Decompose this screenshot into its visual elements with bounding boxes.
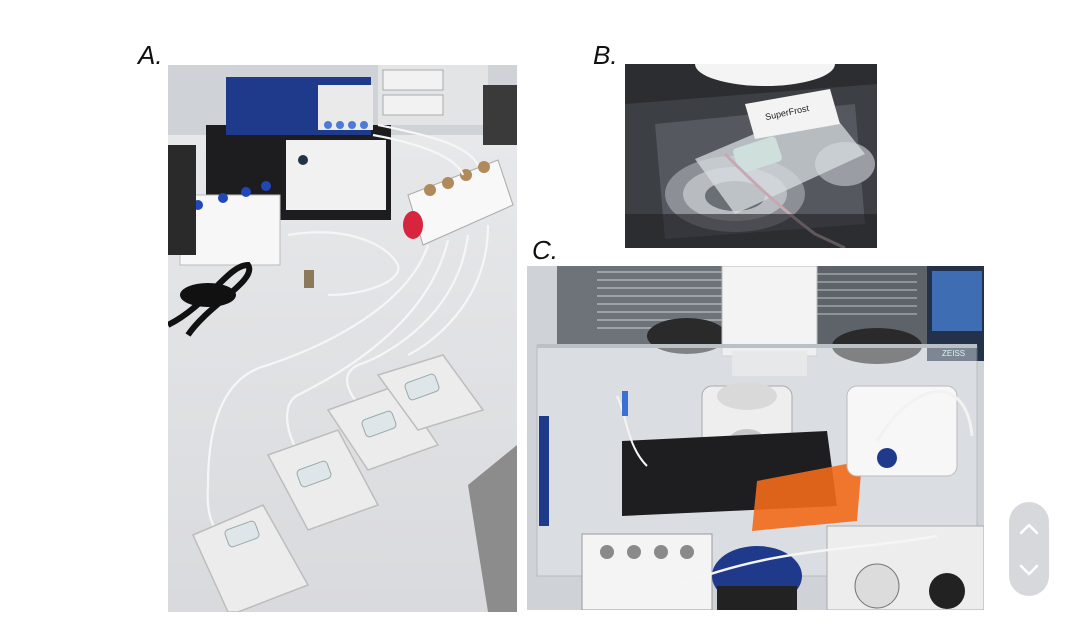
scroll-down-button[interactable] bbox=[1014, 553, 1044, 587]
chevron-up-icon bbox=[1019, 523, 1039, 534]
panel-label-b: B. bbox=[593, 40, 618, 70]
monitor-text: ZEISS bbox=[942, 349, 965, 358]
panel-label-c: C. bbox=[532, 235, 558, 265]
photo-b-microscope-stage: SuperFrost bbox=[625, 64, 877, 248]
scroll-up-button[interactable] bbox=[1014, 512, 1044, 546]
panel-label-a: A. bbox=[138, 40, 163, 70]
photo-c-incubation-chamber: ZEISS bbox=[527, 266, 984, 610]
scroll-control bbox=[1009, 502, 1049, 596]
chevron-down-icon bbox=[1019, 564, 1039, 575]
photo-a-lab-bench bbox=[168, 65, 517, 612]
